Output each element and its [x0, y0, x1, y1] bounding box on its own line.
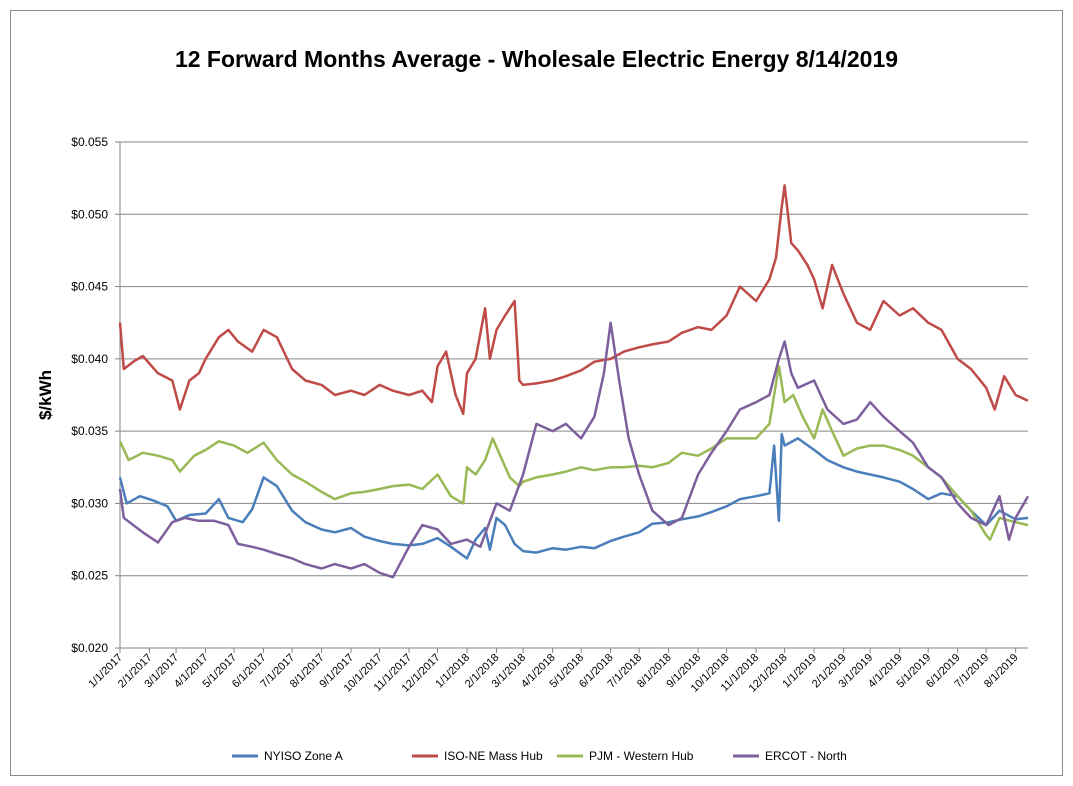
legend-label: NYISO Zone A — [264, 749, 343, 763]
chart-title: 12 Forward Months Average - Wholesale El… — [174, 46, 899, 72]
y-tick-label: $0.035 — [71, 424, 108, 438]
series-line-nyiso-zone-a — [118, 432, 1029, 560]
y-axis-label: $/kWh — [36, 370, 55, 420]
y-tick-label: $0.040 — [71, 352, 108, 366]
series-line-ercot-north — [118, 321, 1030, 579]
legend-label: ISO-NE Mass Hub — [444, 749, 543, 763]
y-tick-label: $0.020 — [71, 641, 108, 655]
y-tick-label: $0.025 — [71, 569, 108, 583]
gridlines — [120, 141, 1028, 649]
series-line-pjm-western-hub — [118, 364, 1029, 541]
legend: NYISO Zone A ISO-NE Mass Hub PJM - Western… — [232, 749, 847, 763]
series-lines — [118, 184, 1030, 579]
y-tick-label: $0.030 — [71, 496, 108, 510]
series-line-iso-ne-mass-hub — [118, 184, 1029, 416]
legend-label: PJM - Western Hub — [589, 749, 694, 763]
y-tick-label: $0.050 — [71, 207, 108, 221]
y-tick-label: $0.055 — [71, 135, 108, 149]
y-tick-label: $0.045 — [71, 280, 108, 294]
axes: $0.020 $0.025 $0.030 $0.035 $0.040 $0.045 $0.0… — [71, 135, 1028, 695]
legend-label: ERCOT - North — [765, 749, 847, 763]
